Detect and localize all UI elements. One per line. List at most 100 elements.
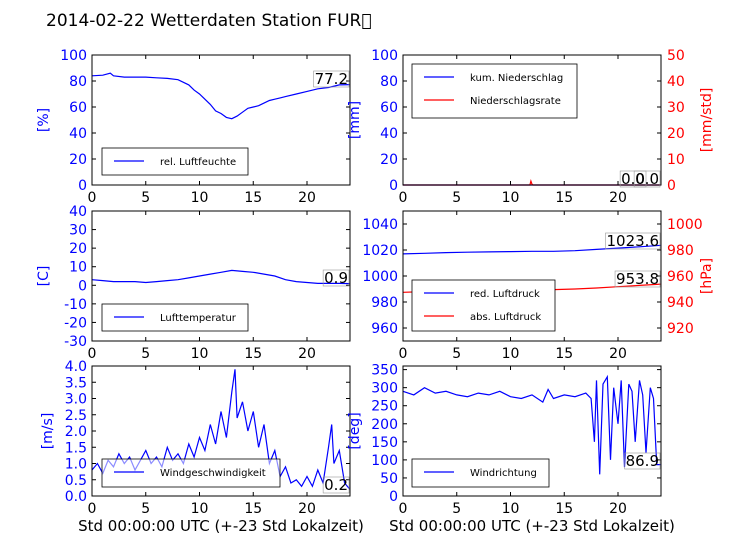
y-tick-label: 100 [371, 48, 398, 64]
panel-3 [91, 210, 351, 342]
y-axis-label: [C] [36, 266, 52, 287]
y-axis-label: [%] [36, 108, 52, 132]
y-tick-label: 50 [380, 471, 398, 487]
x-tick-label: 0 [399, 190, 408, 206]
panel-6 [402, 365, 662, 497]
legend-entry: red. Luftdruck [470, 289, 540, 300]
y2-tick-label: 940 [667, 295, 694, 311]
annotation-box [322, 476, 350, 494]
y-tick-label: 0 [389, 489, 398, 505]
y-tick-label: 300 [371, 381, 398, 397]
x-tick-label: 0 [399, 501, 408, 517]
y-tick-label: 40 [69, 204, 87, 220]
y2-tick-label: 40 [667, 74, 685, 90]
x-tick-label: 20 [298, 190, 316, 206]
x-axis-label: Std 00:00:00 UTC (+-23 Std Lokalzeit) [78, 517, 364, 535]
x-tick-label: 5 [452, 346, 461, 362]
annotation-box [605, 232, 661, 250]
legend-entry: Windgeschwindigkeit [160, 468, 266, 479]
x-tick-label: 10 [502, 346, 520, 362]
x-axis-label: Std 00:00:00 UTC (+-23 Std Lokalzeit) [389, 517, 675, 535]
legend-box [101, 458, 281, 488]
series-line-1 [402, 244, 662, 255]
y2-tick-label: 0 [667, 178, 676, 194]
y-axis-label: [m/s] [40, 413, 56, 450]
series-line-1 [402, 374, 661, 475]
x-tick-label: 0 [88, 346, 97, 362]
plot-frame [91, 54, 351, 186]
y-tick-label: 4.0 [65, 359, 87, 375]
value-annotation-2: 0.0 [621, 170, 645, 188]
x-tick-label: 5 [141, 346, 150, 362]
y-tick-label: -20 [64, 315, 87, 331]
panel-1 [91, 54, 351, 186]
y-tick-label: 150 [371, 435, 398, 451]
legend-entry: kum. Niederschlag [470, 73, 563, 84]
legend-box [411, 458, 550, 488]
x-tick-label: 15 [244, 501, 262, 517]
x-tick-label: 0 [88, 190, 97, 206]
y-tick-label: 960 [371, 321, 398, 337]
y2-tick-label: 50 [667, 48, 685, 64]
x-tick-label: 20 [609, 190, 627, 206]
y-tick-label: 2.5 [65, 408, 87, 424]
series-line-1 [91, 72, 351, 120]
value-annotation: 0.9 [324, 269, 348, 287]
y-tick-label: 20 [69, 152, 87, 168]
y-tick-label: 1.5 [65, 440, 87, 456]
y-tick-label: 80 [380, 74, 398, 90]
y2-tick-label: 10 [667, 152, 685, 168]
annotation-box [633, 170, 661, 188]
legend-entry: Windrichtung [470, 468, 537, 479]
annotation-box [619, 170, 647, 188]
y-tick-label: 1020 [362, 243, 398, 259]
legend-box [411, 279, 556, 332]
value-annotation: 1023.6 [607, 232, 660, 250]
y-tick-label: 100 [60, 48, 87, 64]
x-tick-label: 20 [298, 501, 316, 517]
y-tick-label: 80 [69, 74, 87, 90]
x-tick-label: 10 [191, 346, 209, 362]
figure-title: 2014-02-22 Wetterdaten Station FUR  [46, 11, 372, 31]
value-annotation: 86.9 [626, 452, 659, 470]
y-axis-label: [mm] [347, 101, 363, 139]
y-tick-label: -30 [64, 334, 87, 350]
y-tick-label: 250 [371, 399, 398, 415]
x-tick-label: 15 [555, 501, 573, 517]
plot-frame [91, 210, 351, 342]
y2-tick-label: 920 [667, 321, 694, 337]
y-tick-label: 0 [389, 178, 398, 194]
x-tick-label: 5 [452, 190, 461, 206]
x-tick-label: 10 [191, 501, 209, 517]
x-tick-label: 15 [555, 346, 573, 362]
annotation-box [313, 70, 350, 88]
y-tick-label: 40 [69, 126, 87, 142]
y2-tick-label: 980 [667, 243, 694, 259]
legend-entry: Lufttemperatur [160, 313, 237, 324]
y-axis-label: [deg] [347, 412, 363, 449]
value-annotation: 0.0 [635, 170, 659, 188]
plot-frame [402, 365, 662, 497]
x-tick-label: 10 [502, 501, 520, 517]
x-tick-label: 5 [141, 190, 150, 206]
y-tick-label: 350 [371, 363, 398, 379]
x-tick-label: 0 [88, 501, 97, 517]
value-annotation: 77.2 [315, 70, 348, 88]
legend-entry: rel. Luftfeuchte [160, 157, 236, 168]
annotation-box [322, 269, 350, 287]
y-tick-label: 1040 [362, 217, 398, 233]
y-tick-label: 20 [69, 241, 87, 257]
y-tick-label: 3.5 [65, 375, 87, 391]
y2-tick-label: 960 [667, 269, 694, 285]
y-tick-label: 10 [69, 260, 87, 276]
x-tick-label: 5 [141, 501, 150, 517]
series-line-1 [91, 269, 351, 285]
y-tick-label: 0.5 [65, 473, 87, 489]
y-tick-label: 100 [371, 453, 398, 469]
y2-tick-label: 30 [667, 100, 685, 116]
value-annotation-2: 953.8 [616, 270, 659, 288]
y2-axis-label: [mm/std] [699, 88, 715, 153]
legend-box [411, 63, 578, 119]
x-tick-label: 15 [555, 190, 573, 206]
